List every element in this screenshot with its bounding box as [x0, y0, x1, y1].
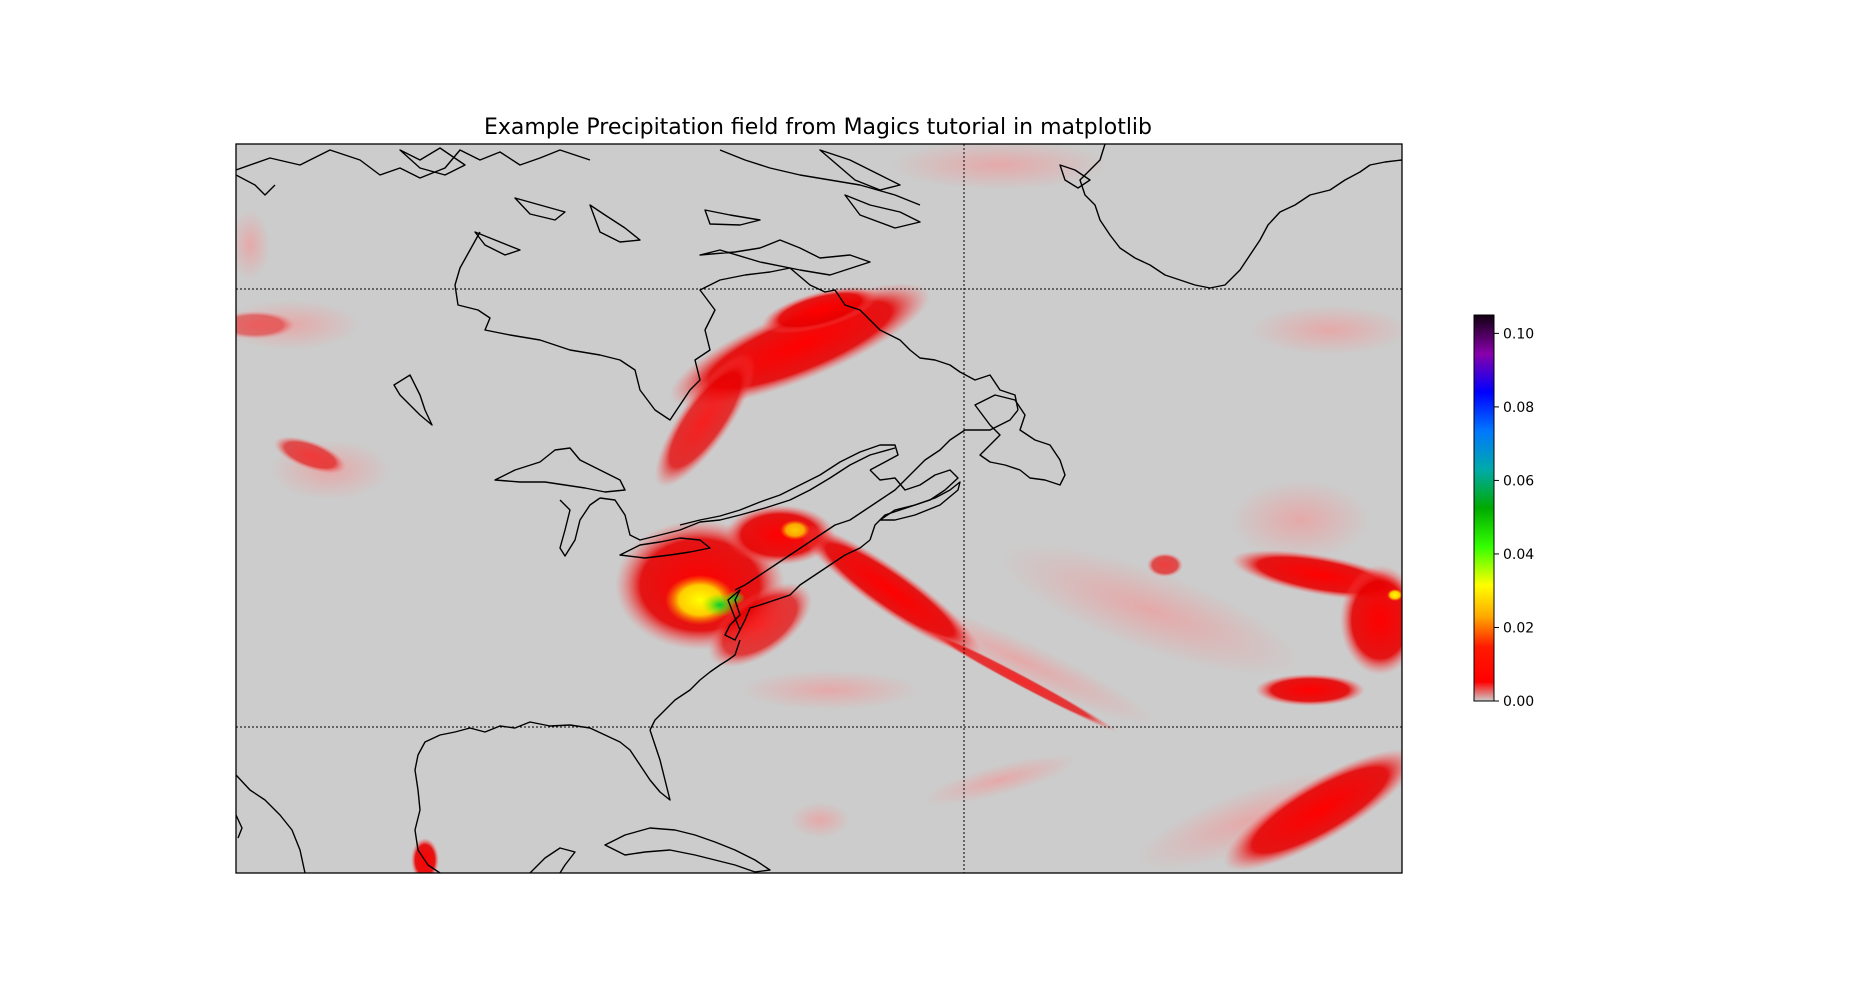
coastline — [699, 239, 871, 276]
colorbar: 0.00 0.02 0.04 0.06 0.08 0.10 — [1473, 314, 1534, 710]
coastline — [649, 639, 741, 731]
precip-area-red — [1340, 565, 1402, 675]
coastline — [1079, 144, 1402, 289]
coastline — [604, 827, 771, 873]
precip-area-red — [799, 524, 981, 656]
precip-area-red — [273, 436, 347, 474]
precip-area-green — [725, 591, 745, 605]
colorbar-tick-label: 0.08 — [1503, 400, 1534, 416]
colorbar-tick-label: 0.04 — [1503, 547, 1534, 563]
colorbar-ticks: 0.00 0.02 0.04 0.06 0.08 0.10 — [1494, 326, 1534, 710]
gridlines — [236, 144, 1402, 873]
colorbar-tick-label: 0.06 — [1503, 473, 1534, 489]
coastline — [589, 204, 641, 243]
precip-area-red — [236, 311, 295, 339]
coastline — [734, 409, 1019, 591]
colorbar-tick-label: 0.10 — [1503, 326, 1534, 342]
coastline — [599, 447, 896, 541]
coastline — [393, 374, 433, 426]
coastline — [514, 197, 566, 221]
coastline — [439, 721, 671, 801]
precip-area-red — [1147, 553, 1183, 577]
precip-area-red — [1255, 674, 1365, 706]
coastline — [414, 734, 441, 873]
coastline — [236, 174, 276, 196]
precip-area-faint — [740, 670, 920, 710]
coastline — [529, 847, 576, 873]
coastline — [1059, 164, 1091, 189]
coastline — [236, 774, 306, 873]
precip-area-red — [707, 582, 813, 668]
map-title: Example Precipitation field from Magics … — [484, 115, 1152, 140]
precip-area-faint — [922, 754, 1078, 806]
precip-area-faint — [790, 802, 850, 838]
coastline — [844, 194, 921, 229]
precipitation-field — [236, 144, 1402, 873]
precip-area-faint — [999, 543, 1301, 677]
coastline — [619, 537, 711, 559]
coastline — [454, 231, 746, 421]
precip-area-faint — [890, 144, 1110, 190]
coastline — [744, 267, 1019, 411]
precip-area-faint — [1230, 480, 1370, 560]
precip-area-faint — [236, 210, 270, 280]
coastlines — [236, 144, 1402, 873]
precip-area-red — [761, 286, 879, 334]
coastline — [474, 231, 521, 256]
precip-area-red — [654, 352, 756, 488]
colorbar-tick-label: 0.02 — [1503, 620, 1534, 636]
coastline — [236, 149, 591, 179]
precip-area-yellow — [780, 520, 810, 540]
map-background — [236, 144, 1402, 873]
coastline — [679, 444, 899, 526]
coastline — [494, 447, 626, 493]
coastline — [719, 149, 921, 206]
map-panel — [236, 144, 1402, 873]
coastline — [236, 814, 243, 839]
coastline — [704, 209, 761, 226]
coastline — [879, 481, 961, 521]
precip-area-faint — [1250, 305, 1402, 355]
colorbar-tick-label: 0.00 — [1503, 694, 1534, 710]
coastline — [974, 394, 1066, 486]
colorbar-gradient — [1473, 314, 1495, 702]
map-frame — [235, 143, 1403, 874]
coastline — [559, 497, 601, 557]
precip-area-yellow — [1387, 589, 1402, 601]
precip-area-red — [922, 628, 1118, 732]
coastline — [724, 539, 871, 641]
precip-area-red — [725, 505, 835, 565]
precip-area-red — [1223, 749, 1402, 871]
coastline — [399, 147, 466, 176]
coastline — [819, 149, 901, 191]
